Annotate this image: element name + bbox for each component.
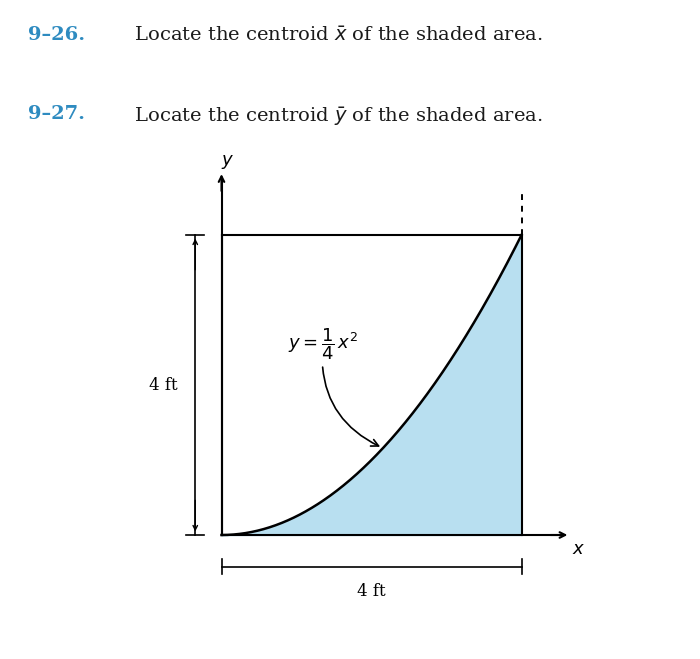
- Text: 9–27.: 9–27.: [28, 105, 85, 123]
- Text: $x$: $x$: [573, 540, 586, 558]
- Text: Locate the centroid $\bar{y}$ of the shaded area.: Locate the centroid $\bar{y}$ of the sha…: [122, 105, 543, 129]
- Text: $y = \dfrac{1}{4}\,x^2$: $y = \dfrac{1}{4}\,x^2$: [288, 326, 379, 446]
- Text: Locate the centroid $\bar{x}$ of the shaded area.: Locate the centroid $\bar{x}$ of the sha…: [122, 26, 543, 45]
- Text: $y$: $y$: [220, 154, 234, 171]
- Text: 9–26.: 9–26.: [28, 26, 85, 44]
- Text: 4 ft: 4 ft: [149, 376, 178, 393]
- Text: 4 ft: 4 ft: [357, 583, 386, 600]
